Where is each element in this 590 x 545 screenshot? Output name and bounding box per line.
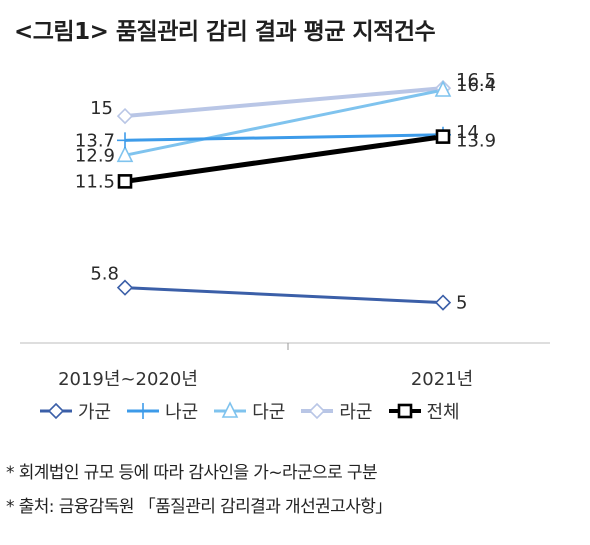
x-tick-label: 2019년~2020년 [58, 369, 198, 390]
data-point [434, 80, 452, 97]
data-label: 15 [90, 98, 113, 119]
footnotes: * 회계법인 규모 등에 따라 감사인을 가~라군으로 구분 * 출처: 금융감… [6, 456, 392, 524]
legend-item: 나군 [125, 398, 198, 424]
data-point [116, 145, 134, 163]
legend-swatch [127, 403, 160, 419]
legend-swatch [388, 403, 421, 419]
series-line [124, 86, 444, 119]
legend-label: 라군 [339, 402, 373, 423]
data-point [435, 129, 451, 144]
data-label: 13.7 [75, 130, 115, 151]
data-label: 16.5 [456, 70, 496, 91]
legend-item: 라군 [299, 398, 373, 424]
data-point [434, 294, 452, 311]
legend-marker [221, 401, 239, 418]
data-label: 12.9 [75, 145, 115, 166]
footnote-source: * 출처: 금융감독원 「품질관리 감리결과 개선권고사항」 [6, 497, 392, 517]
legend-label: 전체 [426, 402, 460, 423]
legend-item: 전체 [387, 398, 460, 424]
data-label: 13.9 [456, 131, 496, 152]
data-label: 5.8 [90, 264, 119, 285]
data-label: 11.5 [75, 171, 115, 192]
data-label: 16.4 [456, 75, 496, 96]
legend-marker [309, 402, 326, 420]
chart-legend: 가군 나군 다군 라군 전체 [38, 398, 460, 424]
chart-title: <그림1> 품질관리 감리 결과 평균 지적건수 [14, 19, 436, 45]
data-point [116, 279, 134, 296]
data-point [116, 107, 134, 125]
legend-marker [47, 402, 65, 420]
legend-label: 다군 [252, 402, 286, 423]
data-point [117, 132, 133, 149]
legend-swatch [40, 402, 72, 420]
line-chart: 2019년~2020년 2021년 5.8 5 13.7 14 12.9 16.4 15 16.5… [20, 70, 550, 390]
legend-label: 나군 [165, 402, 199, 423]
legend-swatch [301, 402, 334, 420]
data-point [117, 174, 133, 189]
footnote-classification: * 회계법인 규모 등에 따라 감사인을 가~라군으로 구분 [6, 463, 378, 483]
legend-marker [397, 403, 412, 419]
series-line [124, 88, 444, 157]
series-line [124, 286, 444, 305]
data-label: 5 [456, 293, 467, 314]
series-line [124, 134, 444, 184]
series-line [124, 133, 444, 142]
legend-item: 다군 [212, 398, 285, 424]
legend-marker [135, 403, 152, 419]
data-label: 14 [456, 122, 479, 143]
legend-item: 가군 [38, 398, 111, 424]
legend-label: 가군 [78, 402, 112, 423]
legend-swatch [214, 401, 247, 418]
x-tick-label: 2021년 [411, 369, 473, 390]
